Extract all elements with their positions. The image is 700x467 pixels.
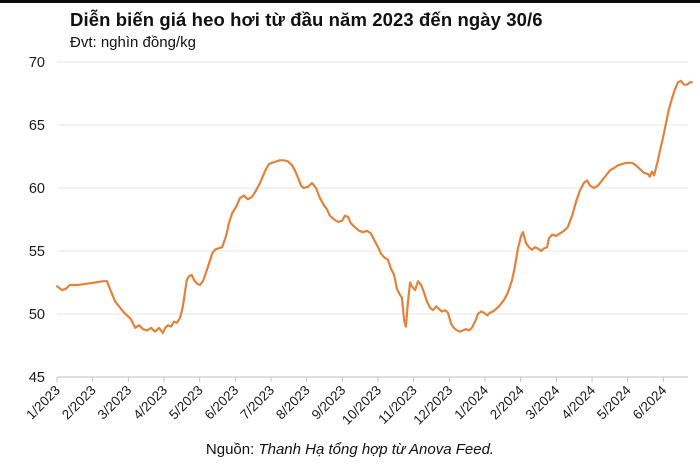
source-prefix: Nguồn: [205, 441, 259, 458]
y-tick-label: 45 [29, 370, 45, 386]
x-tick-label: 10/2023 [339, 383, 384, 428]
x-tick-label: 5/2023 [166, 383, 206, 423]
y-tick-label: 70 [29, 55, 45, 71]
x-tick-label: 3/2024 [523, 382, 563, 422]
x-tick-label: 2/2023 [59, 383, 99, 423]
x-tick-label: 8/2023 [273, 383, 313, 423]
x-tick-label: 1/2023 [23, 383, 63, 423]
y-tick-label: 55 [29, 244, 45, 260]
x-tick-label: 6/2023 [202, 383, 242, 423]
y-tick-label: 60 [29, 181, 45, 197]
x-tick-label: 5/2024 [594, 382, 634, 422]
chart-title: Diễn biến giá heo hơi từ đầu năm 2023 đế… [70, 9, 543, 30]
chart-unit-label: Đvt: nghìn đồng/kg [70, 34, 196, 51]
x-tick-label: 4/2024 [558, 382, 598, 422]
y-tick-label: 50 [29, 307, 45, 323]
price-line-series [55, 79, 694, 334]
chart-source: Nguồn: Thanh Hạ tổng hợp từ Anova Feed. [0, 441, 700, 458]
y-tick-label: 65 [29, 118, 45, 134]
x-tick-label: 3/2023 [95, 383, 135, 423]
x-tick-label: 2/2024 [487, 382, 527, 422]
x-tick-label: 7/2023 [237, 383, 277, 423]
source-attribution: Thanh Hạ tổng hợp từ Anova Feed. [258, 441, 495, 458]
x-tick-label: 1/2024 [451, 382, 491, 422]
x-tick-label: 4/2023 [130, 383, 170, 423]
x-tick-label: 12/2023 [410, 383, 455, 428]
line-chart-canvas: 4550556065701/20232/20233/20234/20235/20… [23, 55, 694, 428]
x-tick-label: 6/2024 [630, 382, 670, 422]
